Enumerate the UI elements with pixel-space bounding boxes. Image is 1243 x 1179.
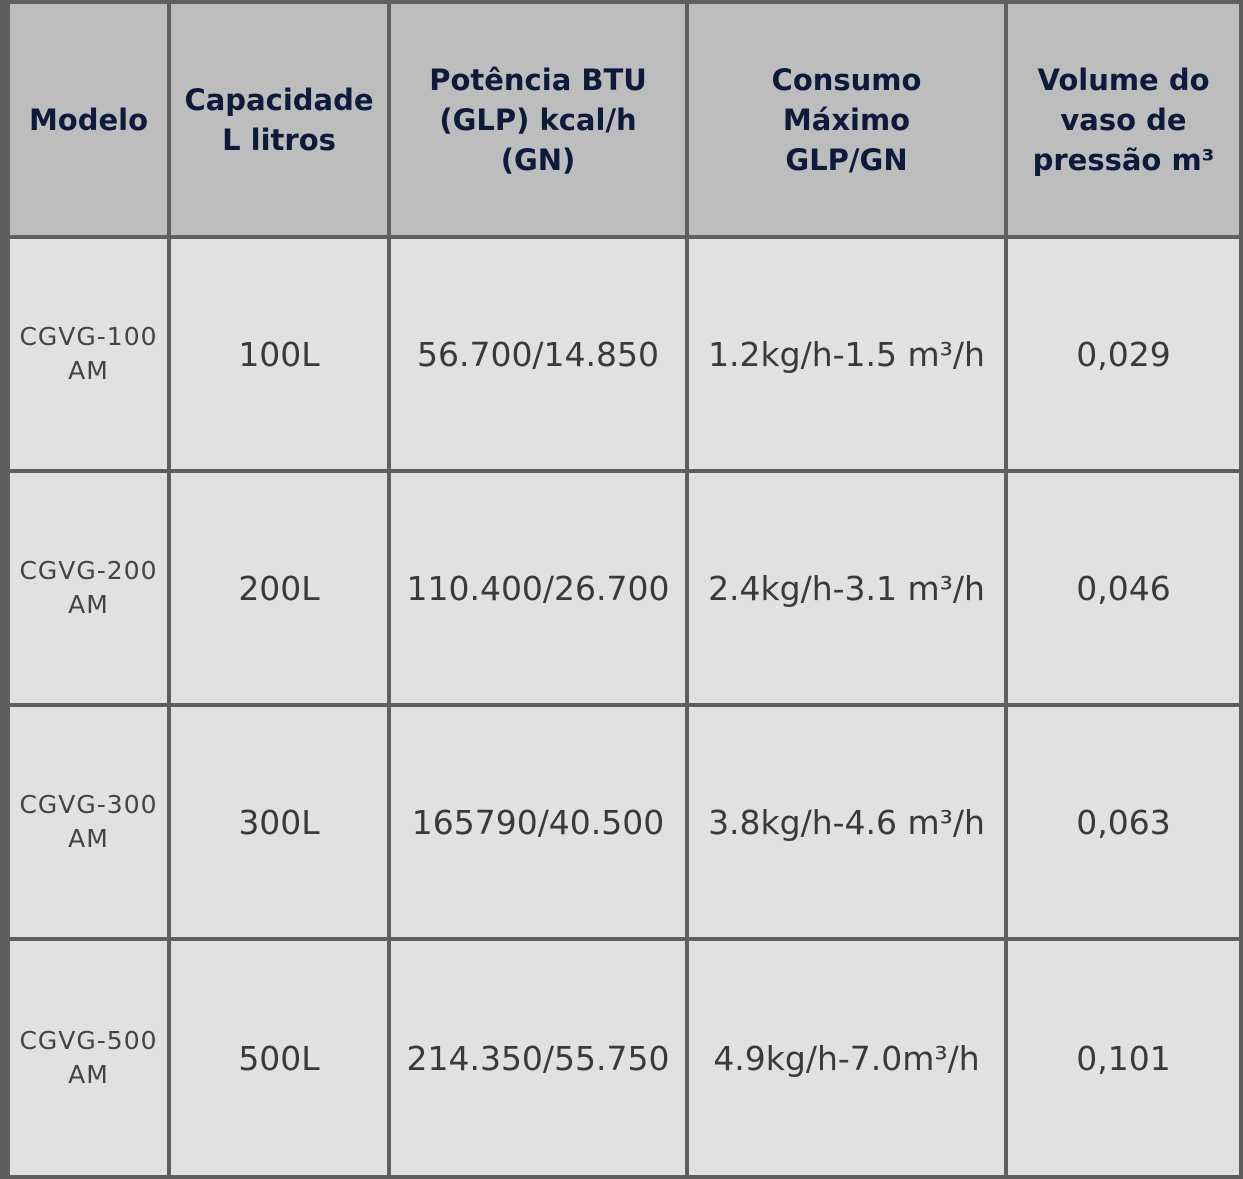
cell-modelo: CGVG-300 AM [10, 707, 167, 937]
cell-consumo: 4.9kg/h-7.0m³/h [689, 941, 1004, 1175]
cell-text: 500L [238, 1038, 320, 1078]
cell-text: 110.400/26.700 [406, 568, 670, 608]
cell-text: CGVG-300 AM [19, 790, 158, 853]
cell-potencia: 165790/40.500 [391, 707, 685, 937]
header-label: Potência BTU (GLP) kcal/h (GN) [429, 62, 647, 177]
cell-volume: 0,046 [1008, 473, 1239, 703]
cell-volume: 0,029 [1008, 239, 1239, 469]
cell-text: 0,063 [1076, 802, 1171, 842]
cell-capacidade: 200L [171, 473, 387, 703]
cell-text: 0,029 [1076, 334, 1171, 374]
header-consumo: Consumo Máximo GLP/GN [689, 4, 1004, 235]
cell-text: 56.700/14.850 [416, 334, 660, 374]
cell-volume: 0,063 [1008, 707, 1239, 937]
cell-capacidade: 500L [171, 941, 387, 1175]
cell-modelo: CGVG-200 AM [10, 473, 167, 703]
cell-consumo: 2.4kg/h-3.1 m³/h [689, 473, 1004, 703]
cell-text: CGVG-200 AM [19, 556, 158, 619]
cell-capacidade: 300L [171, 707, 387, 937]
header-capacidade: Capacidade L litros [171, 4, 387, 235]
header-label: Consumo Máximo GLP/GN [771, 62, 922, 177]
header-potencia: Potência BTU (GLP) kcal/h (GN) [391, 4, 685, 235]
cell-volume: 0,101 [1008, 941, 1239, 1175]
cell-potencia: 56.700/14.850 [391, 239, 685, 469]
header-label: Capacidade L litros [184, 82, 374, 157]
cell-text: 4.9kg/h-7.0m³/h [713, 1038, 980, 1078]
cell-text: 100L [238, 334, 320, 374]
cell-text: 3.8kg/h-4.6 m³/h [708, 802, 985, 842]
cell-text: 1.2kg/h-1.5 m³/h [708, 334, 985, 374]
cell-consumo: 3.8kg/h-4.6 m³/h [689, 707, 1004, 937]
header-label: Volume do vaso de pressão m³ [1032, 62, 1215, 177]
cell-potencia: 214.350/55.750 [391, 941, 685, 1175]
cell-text: 200L [238, 568, 320, 608]
cell-potencia: 110.400/26.700 [391, 473, 685, 703]
cell-text: 214.350/55.750 [406, 1038, 670, 1078]
cell-text: 2.4kg/h-3.1 m³/h [708, 568, 985, 608]
cell-modelo: CGVG-100 AM [10, 239, 167, 469]
cell-text: 0,046 [1076, 568, 1171, 608]
cell-text: CGVG-500 AM [19, 1026, 158, 1089]
cell-text: 165790/40.500 [411, 802, 665, 842]
cell-text: CGVG-100 AM [19, 322, 158, 385]
cell-consumo: 1.2kg/h-1.5 m³/h [689, 239, 1004, 469]
header-label: Modelo [28, 102, 149, 137]
header-volume: Volume do vaso de pressão m³ [1008, 4, 1239, 235]
header-modelo: Modelo [10, 4, 167, 235]
cell-text: 300L [238, 802, 320, 842]
cell-modelo: CGVG-500 AM [10, 941, 167, 1175]
cell-capacidade: 100L [171, 239, 387, 469]
cell-text: 0,101 [1076, 1038, 1171, 1078]
